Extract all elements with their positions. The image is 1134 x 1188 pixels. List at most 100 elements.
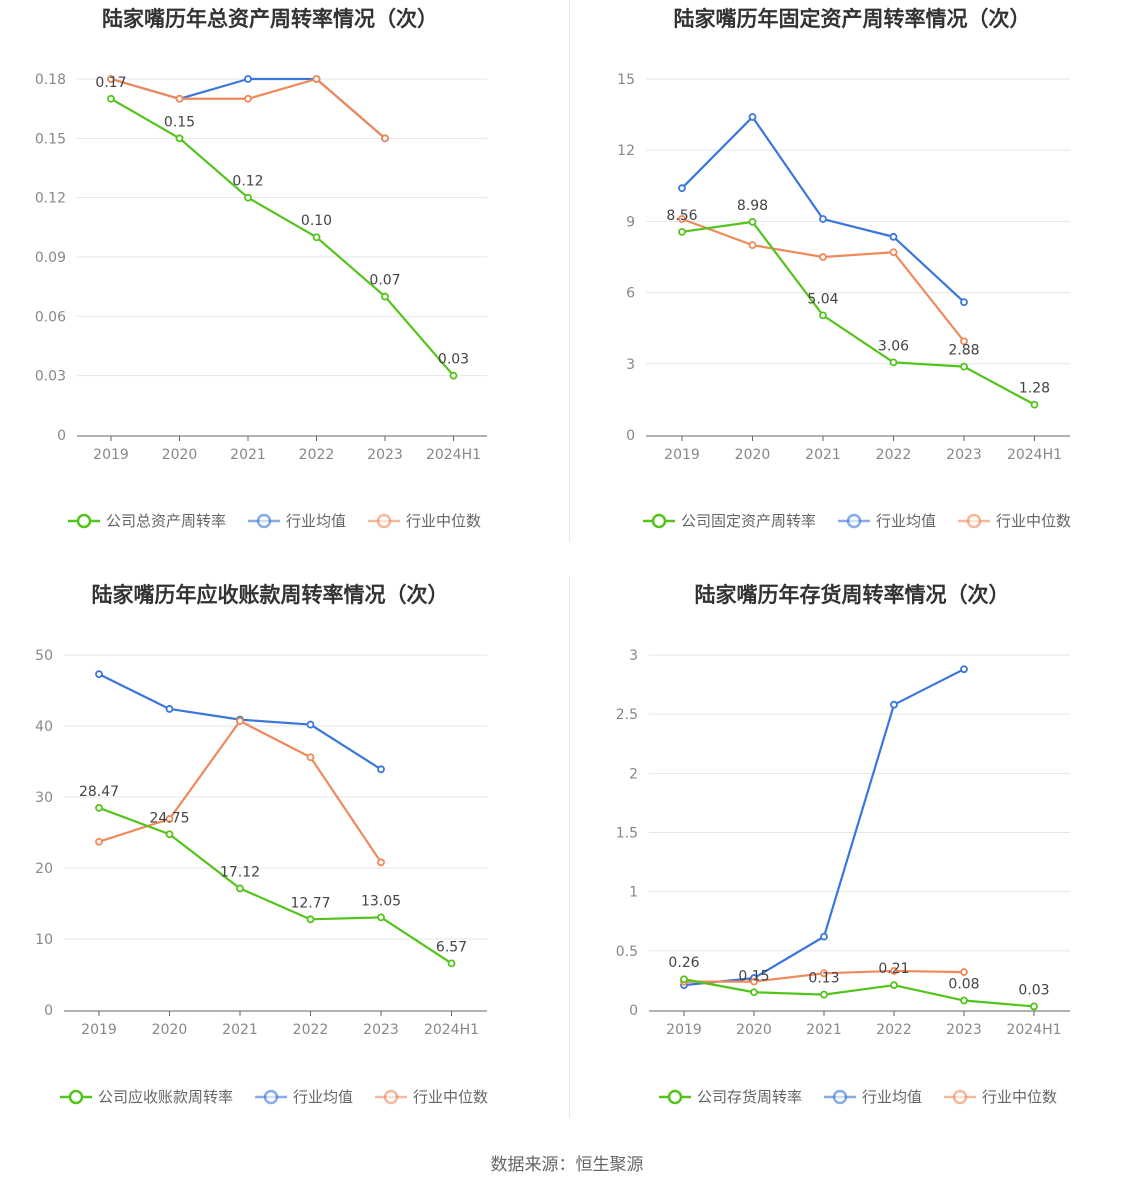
data-point-company <box>890 981 898 990</box>
x-tick-label: 2019 <box>93 447 129 463</box>
data-source-note: 数据来源：恒生聚源 <box>490 1155 644 1175</box>
y-tick-label: 0 <box>626 428 635 444</box>
data-label: 0.07 <box>369 273 400 289</box>
data-point-company <box>819 311 827 320</box>
x-tick-label: 2021 <box>806 1022 842 1038</box>
data-point-company <box>377 913 385 922</box>
legend-label: 行业均值 <box>293 1088 353 1106</box>
data-label: 0.15 <box>738 968 769 984</box>
data-label: 0.03 <box>1018 982 1049 998</box>
x-tick-label: 2020 <box>735 447 771 463</box>
legend-item-median: 行业中位数 <box>958 512 1071 530</box>
data-point-median <box>960 337 968 346</box>
data-point-median <box>889 248 898 257</box>
data-point-company <box>175 134 184 143</box>
x-tick-label: 2022 <box>876 1022 912 1038</box>
y-tick-label: 2 <box>629 766 638 782</box>
data-label: 0.17 <box>95 75 126 91</box>
legend-circle-icon <box>651 513 667 529</box>
y-tick-label: 12 <box>617 143 635 159</box>
y-tick-label: 9 <box>626 214 635 230</box>
data-point-avg <box>748 113 757 121</box>
y-tick-label: 0.06 <box>35 309 66 325</box>
legend-item-company: 公司应收账款周转率 <box>60 1088 233 1106</box>
legend-circle-icon <box>383 1089 399 1105</box>
chart-panel-inventory: 陆家嘴历年存货周转率情况（次） 0 0.5 1 1.5 2 2.5 3 2019 2020 2021… <box>567 576 1134 1152</box>
legend-item-median: 行业中位数 <box>944 1088 1057 1106</box>
data-point-median <box>95 837 103 846</box>
y-tick-label: 0.5 <box>616 944 638 960</box>
x-tick-label: 2022 <box>299 447 335 463</box>
data-point-median <box>377 858 385 867</box>
x-tick-label: 2023 <box>367 447 403 463</box>
y-tick-label: 0.18 <box>35 72 66 88</box>
legend-circle-icon <box>76 513 92 529</box>
y-tick-label: 6 <box>626 286 635 302</box>
legend-circle-icon <box>376 513 392 529</box>
y-tick-label: 30 <box>35 790 53 806</box>
data-point-company <box>165 830 174 839</box>
data-label: 12.77 <box>290 895 330 911</box>
fixed-assets-turnover-chart: 陆家嘴历年固定资产周转率情况（次） 0 3 6 9 12 15 2019 2020 2021 202… <box>617 7 1071 530</box>
x-tick-label: 2019 <box>81 1022 117 1038</box>
legend-item-company: 公司固定资产周转率 <box>643 512 816 530</box>
data-point-company <box>447 959 456 968</box>
legend-label: 行业中位数 <box>982 1088 1057 1106</box>
data-label: 0.21 <box>878 961 909 977</box>
data-label: 28.47 <box>79 784 119 800</box>
series-line-company <box>110 97 455 377</box>
legend-label: 行业均值 <box>876 512 936 530</box>
data-point-median <box>750 977 758 986</box>
data-label: 8.56 <box>666 208 697 224</box>
data-point-median <box>960 968 968 977</box>
y-tick-label: 1.5 <box>616 826 638 842</box>
x-tick-label: 2019 <box>666 1022 702 1038</box>
legend-label: 行业均值 <box>862 1088 922 1106</box>
data-point-median <box>175 94 184 103</box>
x-tick-label: 2020 <box>162 447 198 463</box>
series-line-company <box>98 806 453 965</box>
data-point-avg <box>819 215 827 223</box>
data-point-avg <box>960 298 968 306</box>
y-tick-label: 50 <box>35 648 53 664</box>
data-point-median <box>236 717 244 725</box>
data-label: 6.57 <box>436 939 467 955</box>
data-point-avg <box>678 184 686 193</box>
legend-label: 公司应收账款周转率 <box>98 1088 233 1106</box>
data-point-median <box>820 969 828 978</box>
legend-label: 行业中位数 <box>996 512 1071 530</box>
x-tick-label: 2024H1 <box>1006 1022 1061 1038</box>
legend-circle-icon <box>256 513 272 529</box>
data-label: 0.10 <box>301 213 332 229</box>
x-tick-label: 2020 <box>152 1022 188 1038</box>
y-tick-label: 0.12 <box>35 191 66 207</box>
chart-title: 陆家嘴历年总资产周转率情况（次） <box>102 7 438 31</box>
data-point-company <box>107 94 115 103</box>
data-point-company <box>960 996 968 1005</box>
chart-title: 陆家嘴历年固定资产周转率情况（次） <box>674 7 1031 31</box>
y-tick-label: 0.03 <box>35 369 66 385</box>
data-point-avg <box>820 932 828 941</box>
chart-panel-receivables: 陆家嘴历年应收账款周转率情况（次） 0 10 20 30 40 50 2019 2020 2021… <box>0 576 567 1152</box>
x-tick-label: 2024H1 <box>1007 447 1062 463</box>
inventory-turnover-chart: 陆家嘴历年存货周转率情况（次） 0 0.5 1 1.5 2 2.5 3 2019 2020 2021… <box>616 583 1070 1106</box>
data-point-median <box>890 967 898 975</box>
data-label: 0.13 <box>808 971 839 987</box>
series-line-company <box>681 220 1036 406</box>
data-point-company <box>306 915 315 924</box>
receivables-turnover-chart: 陆家嘴历年应收账款周转率情况（次） 0 10 20 30 40 50 2019 2020 2021… <box>35 583 488 1106</box>
data-point-avg <box>306 720 315 729</box>
data-point-company <box>1030 400 1039 409</box>
x-tick-label: 2021 <box>222 1022 258 1038</box>
data-point-median <box>312 75 321 83</box>
x-tick-label: 2019 <box>664 447 700 463</box>
series-line-company <box>683 978 1035 1008</box>
data-point-company <box>820 990 828 999</box>
y-tick-label: 40 <box>35 719 53 735</box>
data-point-avg <box>165 705 174 713</box>
legend-item-avg: 行业均值 <box>824 1088 922 1106</box>
data-point-company <box>889 358 898 367</box>
data-label: 0.15 <box>164 114 195 130</box>
x-tick-label: 2020 <box>736 1022 772 1038</box>
data-point-company <box>236 884 244 893</box>
